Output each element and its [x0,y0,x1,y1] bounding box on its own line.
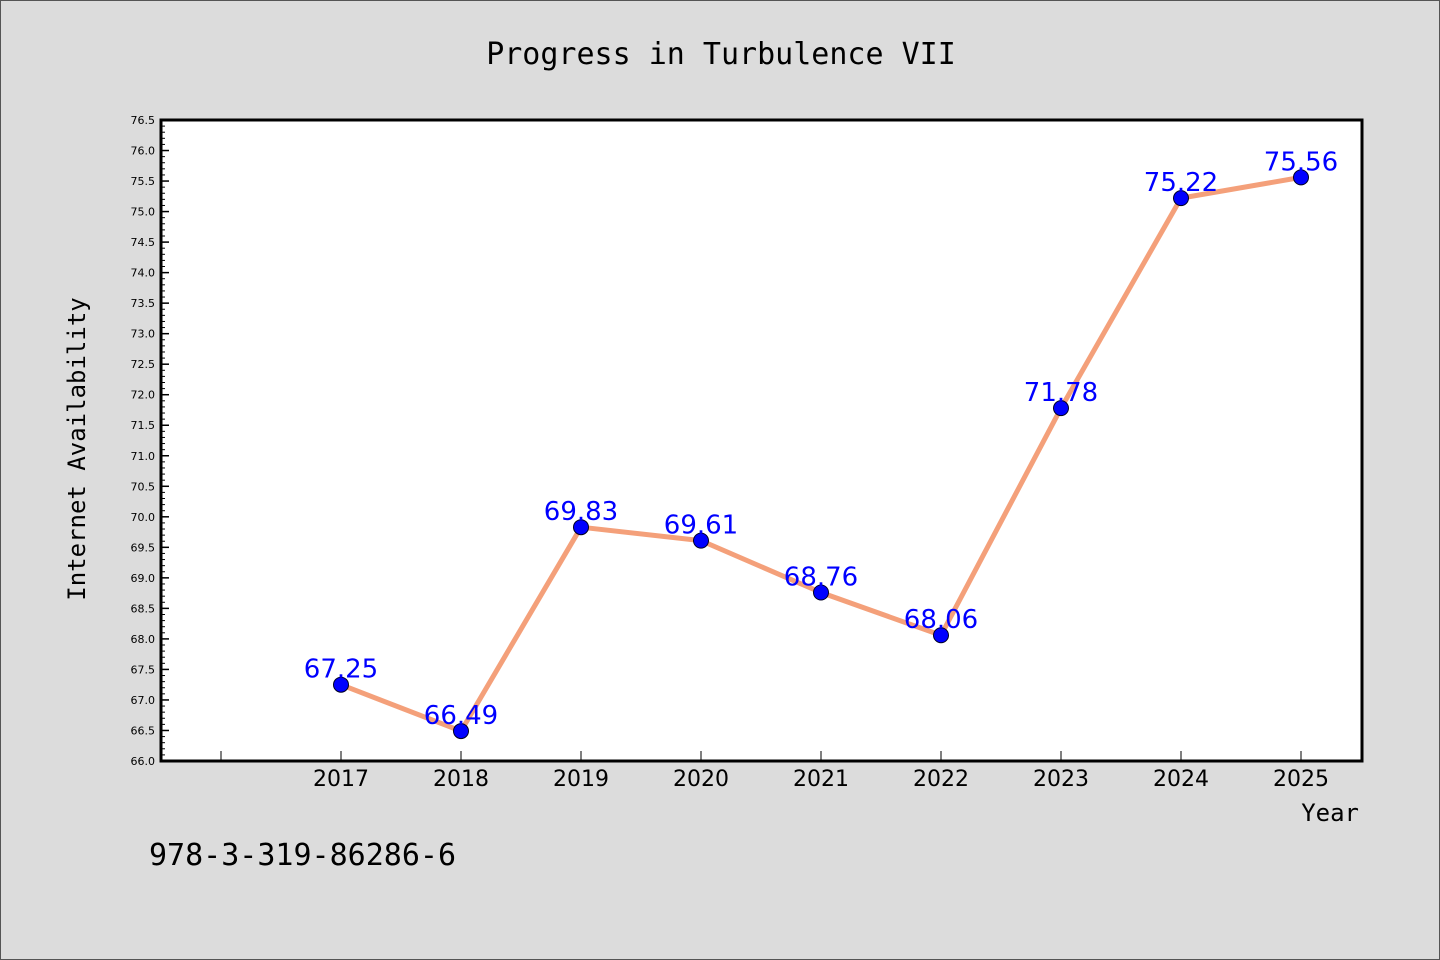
y-tick-label: 76.5 [131,114,156,127]
y-tick-label: 72.5 [131,358,156,371]
y-tick-label: 75.0 [131,206,156,219]
data-label: 75.22 [1144,168,1218,198]
y-tick-label: 74.5 [131,236,156,249]
data-point [1053,400,1069,417]
y-tick-label: 70.0 [131,511,156,524]
x-tick-label: 2017 [313,767,369,792]
data-point [573,519,589,536]
y-tick-label: 66.0 [131,755,156,768]
data-label: 68.76 [784,563,858,593]
y-tick-label: 67.0 [131,694,156,707]
y-tick-label: 72.0 [131,389,156,402]
y-tick-label: 68.5 [131,602,156,615]
y-tick-label: 71.5 [131,419,156,432]
y-tick-label: 75.5 [131,175,156,188]
y-axis-ticks: 66.0 66.5 67.0 67.5 68.0 68.5 69.0 69.5 70.0 70.5… [131,114,169,768]
y-tick-label: 69.5 [131,541,156,554]
y-tick-label: 71.0 [131,450,156,463]
x-axis-ticks: 2017 2018 2019 2020 2021 2022 2023 2024 2025 [220,751,1329,792]
y-tick-label: 67.5 [131,663,156,676]
y-tick-label: 68.0 [131,633,156,646]
chart-title: Progress in Turbulence VII [486,37,956,72]
y-tick-label: 70.5 [131,480,156,493]
x-tick-label: 2018 [433,767,489,792]
isbn-text: 978-3-319-86286-6 [149,838,456,873]
data-label: 66.49 [424,701,498,731]
data-point [693,532,709,549]
x-axis-label: Year [1301,799,1359,827]
data-label: 69.61 [664,511,738,541]
data-point [1173,190,1189,207]
x-tick-label: 2021 [793,767,849,792]
data-point [1293,169,1309,186]
y-tick-label: 74.0 [131,267,156,280]
x-tick-label: 2025 [1273,767,1329,792]
y-tick-label: 73.0 [131,328,156,341]
series-layer [333,169,1309,740]
data-label: 69.83 [544,497,618,527]
x-tick-label: 2022 [913,767,969,792]
data-label: 71.78 [1024,378,1098,408]
y-tick-label: 69.0 [131,572,156,585]
y-tick-label: 73.5 [131,297,156,310]
y-axis-label: Internet Availability [63,297,91,600]
data-label: 68.06 [904,605,978,635]
data-point [453,723,469,740]
data-label: 75.56 [1264,147,1338,177]
x-tick-label: 2019 [553,767,609,792]
data-label: 67.25 [304,655,378,685]
data-point [933,627,949,644]
x-tick-label: 2024 [1153,767,1209,792]
y-tick-label: 76.0 [131,145,156,158]
data-point [333,676,349,693]
x-tick-label: 2020 [673,767,729,792]
x-tick-label: 2023 [1033,767,1089,792]
data-labels-layer: 67.25 66.49 69.83 69.61 68.76 68.06 71.78 75.22… [304,147,1338,731]
data-point [813,584,829,601]
y-tick-label: 66.5 [131,724,156,737]
